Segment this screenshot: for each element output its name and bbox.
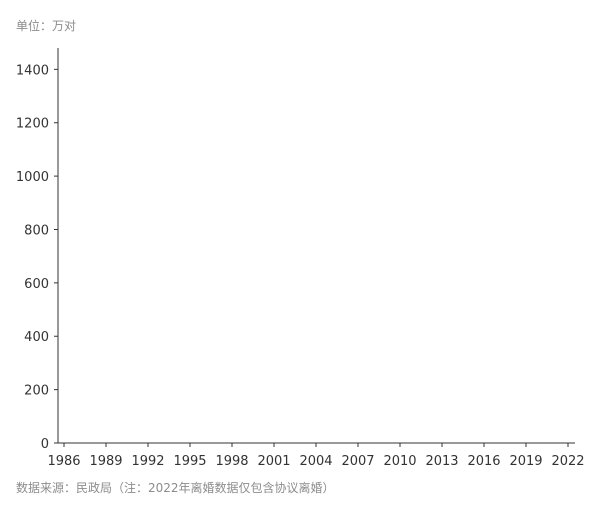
y-axis: 0 200 400 600 800 1000 1200 1400 [16,48,59,452]
y-tick-label: 800 [24,223,49,238]
x-tick-label: 1995 [173,454,206,469]
x-axis: 1986 1989 1992 1995 1998 2001 2004 2007 2010 2013… [47,442,585,469]
x-tick-label: 2019 [509,454,542,469]
x-tick-label: 2007 [341,454,374,469]
y-tick-label: 400 [24,330,49,345]
x-tick-label: 2022 [551,454,584,469]
y-tick-label: 0 [41,437,49,452]
x-tick-label: 1989 [89,454,122,469]
source-note: 数据来源：民政局（注：2022年离婚数据仅包含协议离婚） [16,481,335,495]
unit-label: 单位：万对 [16,19,77,33]
x-tick-label: 1998 [215,454,248,469]
y-tick-label: 1200 [16,117,49,132]
x-tick-label: 2001 [257,454,290,469]
x-tick-label: 2004 [299,454,332,469]
y-tick-label: 200 [24,384,49,399]
y-tick-label: 600 [24,277,49,292]
x-tick-label: 2013 [425,454,458,469]
x-tick-label: 2010 [383,454,416,469]
x-tick-label: 2016 [467,454,500,469]
x-tick-label: 1986 [47,454,80,469]
x-tick-label: 1992 [131,454,164,469]
y-tick-label: 1400 [16,63,49,78]
y-tick-label: 1000 [16,170,49,185]
